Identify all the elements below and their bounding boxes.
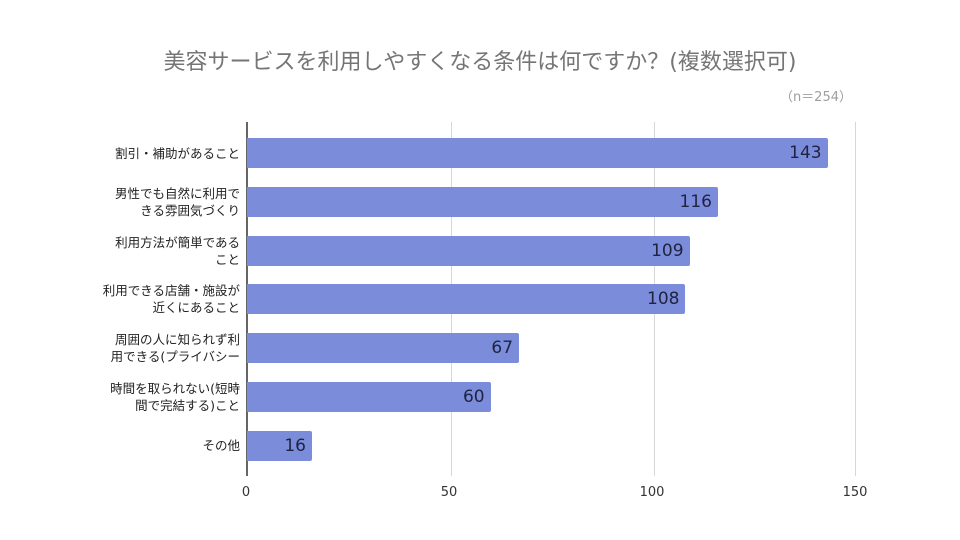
x-tick-label: 0 [241,485,251,500]
bar-value-label: 143 [789,143,822,163]
plot-area: 143 116 109 108 67 60 16 [246,122,866,476]
bar-value-label: 16 [284,435,306,456]
category-label: 男性でも自然に利用で きる雰囲気づくり [114,185,240,218]
category-label: 周囲の人に知られず利 用できる(プライバシー [110,332,240,365]
category-label: 利用方法が簡単である こと [115,234,240,267]
category-label: 利用できる店舗・施設が 近くにあること [102,283,240,316]
bar-value-label: 108 [647,289,680,310]
bar-value-label: 109 [651,240,684,261]
category-label: 割引・補助があること [114,145,240,161]
category-label: その他 [202,438,240,454]
bar-value-label: 60 [462,387,485,407]
bar: 16 [247,430,312,461]
category-label: 時間を取られない(短時 間で完結する)こと [110,381,240,413]
x-tick-label: 100 [639,485,665,500]
bar: 143 [247,138,828,168]
bar: 60 [247,382,491,412]
x-tick-label: 50 [440,485,458,500]
gridline-150 [855,122,856,476]
bar-value-label: 67 [491,338,514,359]
chart-title: 美容サービスを利用しやすくなる条件は何ですか？(複数選択可) [163,50,797,75]
bar: 67 [247,333,520,364]
bar: 109 [247,235,690,266]
bar: 116 [247,186,718,217]
x-tick-label: 150 [842,485,868,500]
bar-value-label: 116 [679,191,712,212]
sample-size-note: （n＝254） [779,90,852,105]
bar: 108 [247,284,686,315]
